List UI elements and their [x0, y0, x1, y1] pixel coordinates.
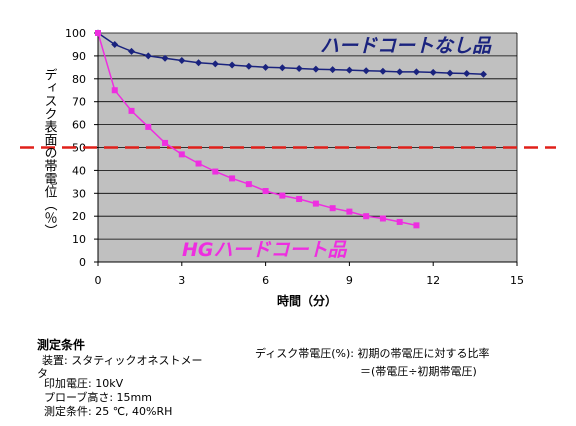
- y-tick-label: 0: [79, 256, 86, 269]
- series-point-0: [295, 64, 303, 72]
- condition-item: プローブ高さ: 15mm: [44, 391, 152, 404]
- series-point-1: [229, 175, 236, 182]
- y-tick-label: 30: [72, 187, 86, 200]
- series-point-0: [245, 62, 253, 70]
- series-point-1: [245, 181, 252, 188]
- series-point-0: [362, 67, 370, 75]
- series-point-0: [329, 66, 337, 74]
- conditions-title: 測定条件: [37, 338, 86, 352]
- y-tick-label: 70: [72, 96, 86, 109]
- series-point-1: [212, 168, 219, 175]
- series-point-1: [195, 160, 202, 167]
- series-point-0: [429, 68, 437, 76]
- definition-line-2: ＝(帯電圧÷初期帯電圧): [360, 365, 477, 378]
- series-point-0: [278, 64, 286, 72]
- x-tick-label: 0: [95, 274, 102, 287]
- series-point-0: [396, 68, 404, 76]
- series-point-0: [144, 52, 152, 60]
- series-point-0: [446, 69, 454, 77]
- x-tick-label: 15: [510, 274, 524, 287]
- series-point-0: [345, 66, 353, 74]
- series-point-1: [178, 151, 185, 158]
- condition-item: 測定条件: 25 ℃, 40%RH: [44, 405, 173, 418]
- definition-line-1: ディスク帯電圧(%): 初期の帯電圧に対する比率: [255, 347, 490, 360]
- condition-item: 印加電圧: 10kV: [44, 377, 124, 390]
- y-tick-label: 60: [72, 119, 86, 132]
- series-point-0: [228, 61, 236, 69]
- series-label-hg-coat: HGハードコート品: [182, 239, 347, 261]
- series-point-1: [312, 200, 319, 207]
- series-point-1: [329, 205, 336, 212]
- series-point-0: [412, 68, 420, 76]
- series-label-no-coat: ハードコートなし品: [320, 35, 492, 57]
- series-point-0: [195, 59, 203, 67]
- y-tick-label: 80: [72, 73, 86, 86]
- series-point-1: [413, 222, 420, 229]
- series-point-1: [145, 123, 152, 130]
- series-point-0: [479, 70, 487, 78]
- series-point-1: [363, 213, 370, 220]
- series-point-1: [111, 87, 118, 94]
- series-point-0: [178, 56, 186, 64]
- series-point-1: [296, 196, 303, 203]
- condition-item: タ: [37, 367, 48, 380]
- tick-labels: 0 10 20 30 40 50 60 70 80 90 100 0 3 6 9 12 15: [65, 27, 524, 287]
- series-point-1: [128, 107, 135, 114]
- y-tick-label: 90: [72, 50, 86, 63]
- series-group: [94, 29, 487, 229]
- series-point-1: [379, 215, 386, 222]
- series-point-1: [162, 139, 169, 146]
- series-point-1: [279, 192, 286, 199]
- y-tick-label: 50: [72, 142, 86, 155]
- x-axis-label: 時間（分）: [277, 293, 337, 308]
- series-point-0: [128, 47, 136, 55]
- x-tick-label: 3: [178, 274, 185, 287]
- series-point-1: [262, 188, 269, 195]
- series-point-1: [396, 218, 403, 225]
- series-point-0: [379, 67, 387, 75]
- series-point-0: [211, 60, 219, 68]
- grid-lines: [98, 32, 517, 240]
- condition-item: 装置: スタティックオネストメー: [42, 354, 203, 367]
- y-tick-label: 100: [65, 27, 86, 40]
- y-axis-label: ディスク表面の帯電位（％）: [42, 68, 58, 237]
- series-point-0: [161, 54, 169, 62]
- chart: 0 10 20 30 40 50 60 70 80 90 100 0 3 6 9 12 15 ハードコートなし品…: [20, 27, 556, 308]
- y-tick-label: 10: [72, 233, 86, 246]
- y-tick-label: 20: [72, 210, 86, 223]
- x-tick-label: 6: [262, 274, 269, 287]
- series-point-0: [463, 70, 471, 78]
- series-point-0: [312, 65, 320, 73]
- y-tick-label: 40: [72, 164, 86, 177]
- series-point-1: [346, 208, 353, 215]
- series-point-0: [111, 40, 119, 48]
- x-tick-label: 9: [346, 274, 353, 287]
- series-point-1: [95, 30, 101, 36]
- series-point-0: [262, 63, 270, 71]
- x-tick-label: 12: [426, 274, 440, 287]
